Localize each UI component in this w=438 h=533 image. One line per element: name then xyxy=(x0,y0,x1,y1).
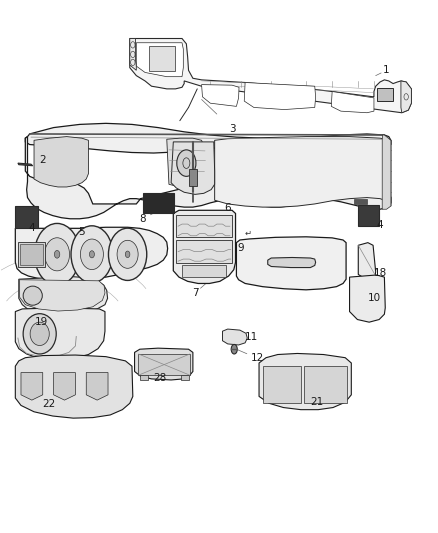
Polygon shape xyxy=(53,373,75,400)
Polygon shape xyxy=(259,353,351,410)
Ellipse shape xyxy=(117,240,138,268)
Polygon shape xyxy=(15,355,133,418)
Bar xyxy=(181,375,188,380)
Text: 22: 22 xyxy=(42,399,55,409)
Polygon shape xyxy=(401,81,411,113)
Text: 28: 28 xyxy=(154,373,167,383)
Polygon shape xyxy=(167,138,206,187)
Text: 5: 5 xyxy=(78,227,85,237)
Ellipse shape xyxy=(71,226,113,283)
Text: 10: 10 xyxy=(368,293,381,303)
Ellipse shape xyxy=(23,314,56,354)
Ellipse shape xyxy=(177,150,196,176)
Bar xyxy=(177,215,232,237)
Ellipse shape xyxy=(231,344,237,354)
Polygon shape xyxy=(237,237,346,290)
Ellipse shape xyxy=(89,251,95,258)
Bar xyxy=(358,205,379,226)
Text: 2: 2 xyxy=(39,156,46,165)
Polygon shape xyxy=(136,43,184,77)
Polygon shape xyxy=(171,142,215,195)
Ellipse shape xyxy=(109,228,147,280)
Text: 12: 12 xyxy=(251,353,264,363)
Polygon shape xyxy=(382,135,391,209)
Bar xyxy=(177,240,232,263)
Bar xyxy=(262,366,301,403)
Text: 21: 21 xyxy=(311,397,324,407)
Polygon shape xyxy=(215,136,391,207)
Polygon shape xyxy=(21,373,43,400)
Polygon shape xyxy=(331,92,374,113)
Bar xyxy=(182,265,226,277)
Bar xyxy=(304,366,347,403)
Polygon shape xyxy=(358,243,376,280)
Bar xyxy=(140,375,148,380)
Polygon shape xyxy=(18,163,33,166)
Polygon shape xyxy=(86,373,108,400)
Ellipse shape xyxy=(125,251,130,257)
Polygon shape xyxy=(173,211,236,284)
Text: 18: 18 xyxy=(374,269,387,278)
Ellipse shape xyxy=(23,286,42,305)
Polygon shape xyxy=(25,123,391,153)
Bar xyxy=(18,241,45,267)
Polygon shape xyxy=(15,308,105,359)
Bar xyxy=(149,46,176,71)
Bar xyxy=(189,169,197,186)
Bar xyxy=(20,244,43,265)
Ellipse shape xyxy=(81,239,103,270)
Text: 8: 8 xyxy=(140,214,146,224)
Polygon shape xyxy=(201,85,239,107)
Polygon shape xyxy=(15,227,168,281)
Text: 11: 11 xyxy=(245,332,258,342)
Polygon shape xyxy=(130,38,136,70)
Polygon shape xyxy=(350,275,385,322)
Bar xyxy=(354,199,367,204)
Text: 7: 7 xyxy=(192,288,198,298)
Polygon shape xyxy=(25,136,391,219)
Polygon shape xyxy=(134,348,193,380)
Polygon shape xyxy=(244,83,316,110)
Ellipse shape xyxy=(54,251,60,258)
Ellipse shape xyxy=(30,322,49,345)
Polygon shape xyxy=(130,38,411,113)
Polygon shape xyxy=(20,280,105,311)
Text: 9: 9 xyxy=(237,243,244,253)
Bar xyxy=(15,206,38,228)
Polygon shape xyxy=(19,277,108,314)
Text: 19: 19 xyxy=(35,317,48,327)
Polygon shape xyxy=(223,329,247,345)
Bar xyxy=(377,88,393,101)
Text: ↵: ↵ xyxy=(245,229,252,238)
Text: 1: 1 xyxy=(383,66,390,75)
Bar xyxy=(138,354,190,375)
Polygon shape xyxy=(34,136,88,187)
Text: 4: 4 xyxy=(28,223,35,233)
Ellipse shape xyxy=(45,238,70,271)
Text: 6: 6 xyxy=(224,203,231,213)
Ellipse shape xyxy=(35,223,80,285)
Text: 4: 4 xyxy=(377,220,383,230)
Text: 3: 3 xyxy=(229,124,235,134)
Bar xyxy=(143,193,174,214)
Polygon shape xyxy=(268,257,316,268)
